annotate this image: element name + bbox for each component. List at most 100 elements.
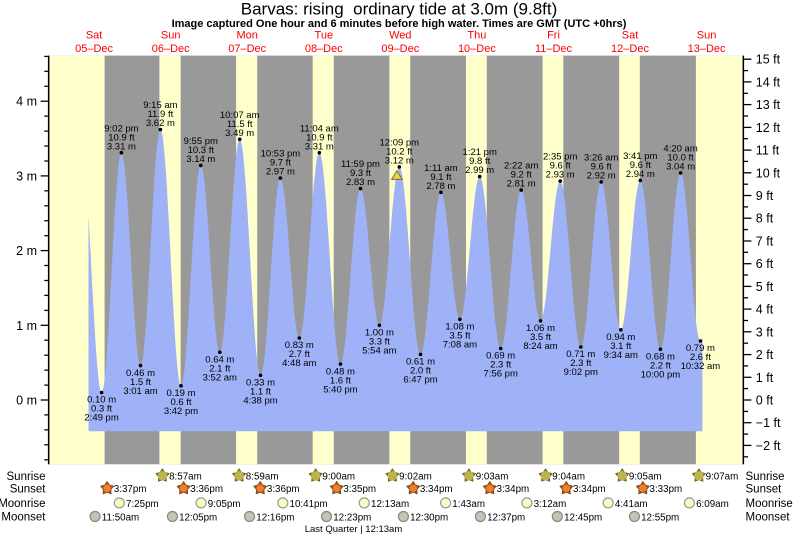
svg-text:2 m: 2 m [16,244,37,258]
svg-text:Last Quarter | 12:13am: Last Quarter | 12:13am [305,524,403,535]
svg-text:3:12am: 3:12am [534,499,567,510]
svg-text:3.12 m: 3.12 m [385,156,414,167]
svg-text:12:23pm: 12:23pm [333,512,371,523]
svg-text:9 ft: 9 ft [756,189,774,203]
svg-text:10 ft: 10 ft [756,166,781,180]
svg-text:Sat: Sat [622,29,639,41]
svg-text:9:05pm: 9:05pm [208,499,241,510]
svg-text:2:49 pm: 2:49 pm [84,413,118,424]
svg-text:4:48 am: 4:48 am [282,358,316,369]
svg-text:12–Dec: 12–Dec [611,43,649,55]
svg-text:4 ft: 4 ft [756,303,774,317]
svg-text:Fri: Fri [547,29,560,41]
svg-text:3:26 am: 3:26 am [584,153,618,164]
svg-text:Mon: Mon [236,29,257,41]
svg-text:−2 ft: −2 ft [756,439,781,453]
svg-text:Sunset: Sunset [746,484,783,496]
svg-text:0.68 m: 0.68 m [646,351,675,362]
svg-text:2.93 m: 2.93 m [546,170,575,181]
svg-text:1.08 m: 1.08 m [445,322,474,333]
svg-text:Moonrise: Moonrise [0,498,46,510]
svg-text:3:34pm: 3:34pm [420,484,453,495]
svg-text:11:04 am: 11:04 am [300,123,339,134]
svg-text:3.49 m: 3.49 m [225,128,254,139]
svg-text:Wed: Wed [389,29,411,41]
svg-text:9:04am: 9:04am [552,472,585,483]
svg-text:10.3 ft: 10.3 ft [188,145,215,156]
svg-text:1:21 pm: 1:21 pm [463,147,497,158]
svg-text:0 m: 0 m [16,394,37,408]
svg-text:12 ft: 12 ft [756,121,781,135]
svg-text:2.94 m: 2.94 m [626,169,655,180]
svg-text:2 ft: 2 ft [756,348,774,362]
svg-text:13–Dec: 13–Dec [688,43,726,55]
svg-text:10:07 am: 10:07 am [220,110,260,121]
svg-text:3:36pm: 3:36pm [267,484,300,495]
svg-text:Sunrise: Sunrise [7,471,46,483]
svg-text:11–Dec: 11–Dec [535,43,573,55]
svg-text:09–Dec: 09–Dec [381,43,419,55]
svg-text:9.6 ft: 9.6 ft [630,160,651,171]
svg-text:3.3 ft: 3.3 ft [369,337,390,348]
svg-text:9.6 ft: 9.6 ft [591,162,612,173]
svg-text:2.1 ft: 2.1 ft [209,363,230,374]
svg-text:12:30pm: 12:30pm [410,512,448,523]
svg-text:4 m: 4 m [16,95,37,109]
svg-text:9:07am: 9:07am [706,472,739,483]
svg-text:1.6 ft: 1.6 ft [330,375,351,386]
svg-text:2:22 am: 2:22 am [504,161,538,172]
svg-text:3.31 m: 3.31 m [305,141,334,152]
svg-text:8:24 am: 8:24 am [523,341,557,352]
svg-text:9:05am: 9:05am [629,472,662,483]
svg-text:9:02 pm: 9:02 pm [564,367,598,378]
svg-text:−1 ft: −1 ft [756,416,781,430]
svg-text:1:43am: 1:43am [452,499,485,510]
svg-text:Barvas: rising ordinary tide: Barvas: rising ordinary tide at 3.0m (9.… [241,0,558,19]
svg-text:2:35 pm: 2:35 pm [543,152,577,163]
svg-text:10:32 am: 10:32 am [681,361,721,372]
svg-text:3:34pm: 3:34pm [497,484,530,495]
svg-text:2.6 ft: 2.6 ft [690,352,711,363]
svg-text:6 ft: 6 ft [756,257,774,271]
svg-text:12:45pm: 12:45pm [564,512,602,523]
svg-text:2.0 ft: 2.0 ft [410,366,431,377]
svg-text:10:53 pm: 10:53 pm [261,149,301,160]
svg-text:4:41am: 4:41am [615,499,648,510]
svg-text:9:00am: 9:00am [322,472,355,483]
svg-text:9.3 ft: 9.3 ft [350,168,371,179]
svg-text:10–Dec: 10–Dec [458,43,496,55]
svg-text:1.1 ft: 1.1 ft [250,387,271,398]
svg-text:9.7 ft: 9.7 ft [270,158,291,169]
svg-text:2.99 m: 2.99 m [465,165,494,176]
svg-text:12:09 pm: 12:09 pm [379,138,419,149]
svg-text:2.81 m: 2.81 m [507,179,536,190]
svg-text:0.64 m: 0.64 m [205,354,234,365]
svg-text:3:33pm: 3:33pm [650,484,683,495]
svg-text:07–Dec: 07–Dec [228,43,266,55]
svg-text:12:37pm: 12:37pm [487,512,525,523]
svg-text:6:47 pm: 6:47 pm [403,375,437,386]
svg-text:7:08 am: 7:08 am [443,340,477,351]
svg-text:0.33 m: 0.33 m [246,378,275,389]
svg-text:3:01 am: 3:01 am [123,386,157,397]
svg-text:Thu: Thu [467,29,486,41]
svg-text:Moonset: Moonset [1,512,46,524]
svg-text:3.04 m: 3.04 m [666,162,695,173]
svg-text:8:59am: 8:59am [246,472,279,483]
svg-text:0.61 m: 0.61 m [406,357,435,368]
svg-text:0.19 m: 0.19 m [166,388,195,399]
svg-text:6:09am: 6:09am [696,499,729,510]
svg-text:9:34 am: 9:34 am [604,350,638,361]
svg-text:11 ft: 11 ft [756,144,780,158]
svg-text:9:55 pm: 9:55 pm [184,136,218,147]
svg-text:06–Dec: 06–Dec [152,43,190,55]
svg-text:11.5 ft: 11.5 ft [227,119,253,130]
svg-text:11:59 pm: 11:59 pm [341,159,380,170]
svg-text:2.7 ft: 2.7 ft [289,349,310,360]
svg-text:12:16pm: 12:16pm [256,512,294,523]
svg-text:Sunset: Sunset [10,484,47,496]
svg-text:3 ft: 3 ft [756,325,774,339]
svg-text:0.69 m: 0.69 m [486,351,515,362]
svg-text:05–Dec: 05–Dec [75,43,113,55]
svg-text:0.94 m: 0.94 m [606,332,635,343]
